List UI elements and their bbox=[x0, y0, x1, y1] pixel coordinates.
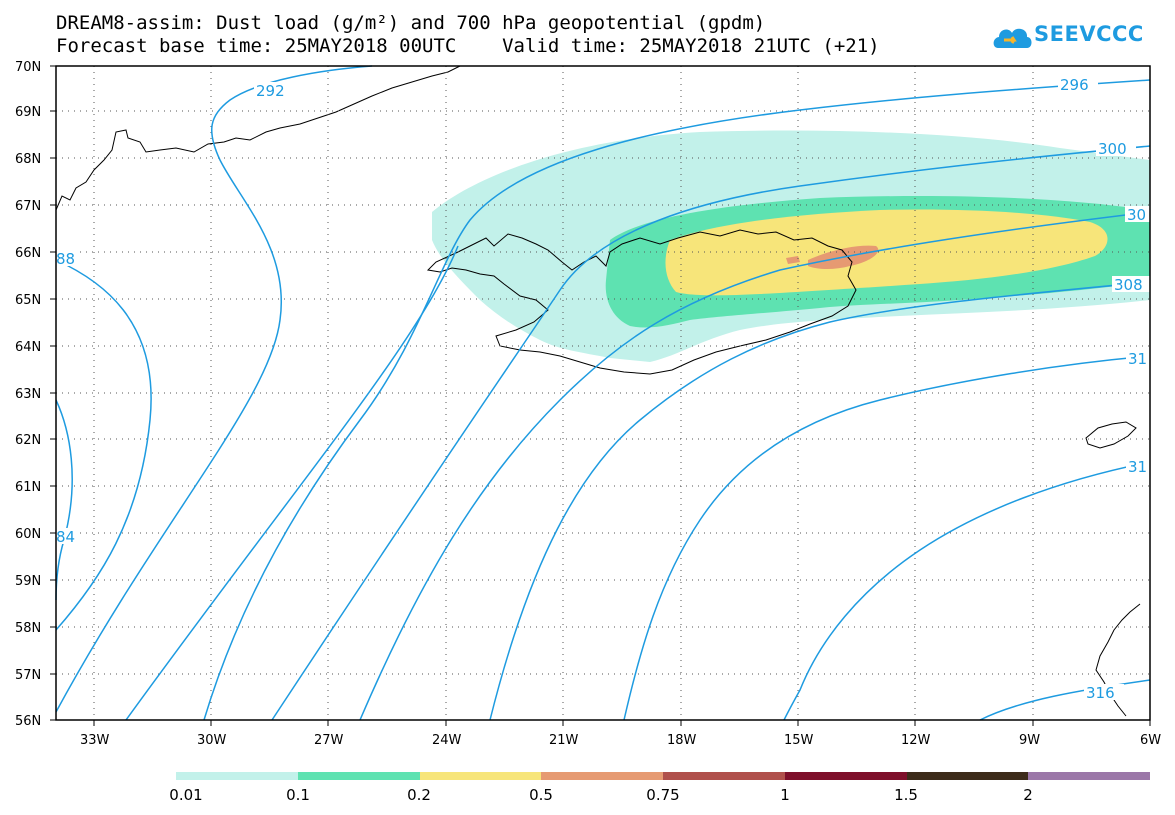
contour-296 bbox=[203, 79, 1151, 721]
greenland-coast bbox=[55, 65, 461, 211]
lon-label: 6W bbox=[1140, 733, 1161, 748]
colorbar-labels: 0.01 0.1 0.2 0.5 0.75 1 1.5 2 bbox=[0, 786, 1175, 806]
axis-ticks bbox=[50, 65, 1151, 726]
cloud-logo-icon bbox=[993, 28, 1032, 48]
lon-label: 24W bbox=[432, 733, 462, 748]
lat-label: 60N bbox=[15, 527, 41, 542]
lon-label: 12W bbox=[901, 733, 931, 748]
dust-level-05-small bbox=[786, 256, 800, 264]
contour-292-b bbox=[125, 245, 459, 721]
colorbar-swatch bbox=[663, 772, 785, 780]
lat-label: 62N bbox=[15, 433, 41, 448]
contour-label: 316 bbox=[1086, 684, 1115, 702]
lon-label: 30W bbox=[197, 733, 227, 748]
lat-label: 56N bbox=[15, 714, 41, 729]
contour-labels: 292 296 300 30 308 31 31 316 88 84 bbox=[56, 76, 1151, 702]
contour-300 bbox=[271, 145, 1151, 721]
contour-284 bbox=[55, 399, 73, 601]
colorbar-swatch bbox=[906, 772, 1029, 780]
colorbar-swatch bbox=[419, 772, 542, 780]
longitude-labels: 33W 30W 27W 24W 21W 18W 15W 12W 9W 6W bbox=[80, 733, 1161, 748]
lat-label: 61N bbox=[15, 480, 41, 495]
contour-label: 31 bbox=[1128, 458, 1147, 476]
colorbar-swatch bbox=[784, 772, 907, 780]
lon-label: 15W bbox=[784, 733, 814, 748]
lat-label: 65N bbox=[15, 293, 41, 308]
contour-label: 88 bbox=[56, 250, 75, 268]
dust-load-shading bbox=[432, 130, 1150, 362]
colorbar-label: 1.5 bbox=[894, 786, 918, 804]
colorbar-label: 1 bbox=[780, 786, 790, 804]
contour-308 bbox=[489, 281, 1151, 721]
colorbar-label: 2 bbox=[1023, 786, 1033, 804]
lat-label: 64N bbox=[15, 340, 41, 355]
lat-label: 67N bbox=[15, 199, 41, 214]
lon-label: 9W bbox=[1019, 733, 1040, 748]
map-title: DREAM8-assim: Dust load (g/m²) and 700 h… bbox=[56, 12, 766, 34]
colorbar-label: 0.2 bbox=[407, 786, 431, 804]
contour-312 bbox=[623, 355, 1151, 721]
lon-label: 18W bbox=[667, 733, 697, 748]
lon-label: 21W bbox=[549, 733, 579, 748]
colorbar-label: 0.5 bbox=[529, 786, 553, 804]
lat-label: 70N bbox=[15, 60, 41, 75]
contour-292 bbox=[55, 65, 373, 713]
logo-text: SEEVCCC bbox=[1034, 22, 1144, 46]
lat-label: 68N bbox=[15, 152, 41, 167]
lat-label: 69N bbox=[15, 105, 41, 120]
dust-level-02 bbox=[665, 209, 1108, 296]
contour-label: 30 bbox=[1127, 206, 1146, 224]
lat-label: 63N bbox=[15, 387, 41, 402]
colorbar-swatch bbox=[176, 772, 298, 780]
colorbar-label: 0.75 bbox=[646, 786, 680, 804]
lon-label: 27W bbox=[314, 733, 344, 748]
contour-288 bbox=[55, 259, 152, 631]
contour-label: 296 bbox=[1060, 76, 1089, 94]
seevccc-logo: SEEVCCC bbox=[990, 18, 1143, 58]
contour-316 bbox=[783, 461, 1151, 721]
contour-label: 300 bbox=[1098, 140, 1127, 158]
latitude-labels: 70N 69N 68N 67N 66N 65N 64N 63N 62N 61N … bbox=[15, 60, 41, 729]
contour-label: 84 bbox=[56, 528, 75, 546]
colorbar-swatch bbox=[541, 772, 663, 780]
map-subtitle: Forecast base time: 25MAY2018 00UTC Vali… bbox=[56, 35, 880, 57]
colorbar-label: 0.01 bbox=[169, 786, 203, 804]
contour-320 bbox=[979, 679, 1151, 721]
colorbar-swatch bbox=[297, 772, 420, 780]
lon-label: 33W bbox=[80, 733, 110, 748]
colorbar-label: 0.1 bbox=[286, 786, 310, 804]
contour-label: 31 bbox=[1128, 350, 1147, 368]
colorbar bbox=[176, 772, 1150, 780]
contour-304 bbox=[359, 211, 1151, 721]
lat-label: 59N bbox=[15, 574, 41, 589]
graticule bbox=[56, 66, 1150, 720]
faroe-coast bbox=[1085, 421, 1137, 449]
lat-label: 58N bbox=[15, 621, 41, 636]
contour-label: 292 bbox=[256, 82, 285, 100]
lat-label: 57N bbox=[15, 668, 41, 683]
lat-label: 66N bbox=[15, 246, 41, 261]
contour-label: 308 bbox=[1114, 276, 1143, 294]
colorbar-swatch bbox=[1028, 772, 1150, 780]
